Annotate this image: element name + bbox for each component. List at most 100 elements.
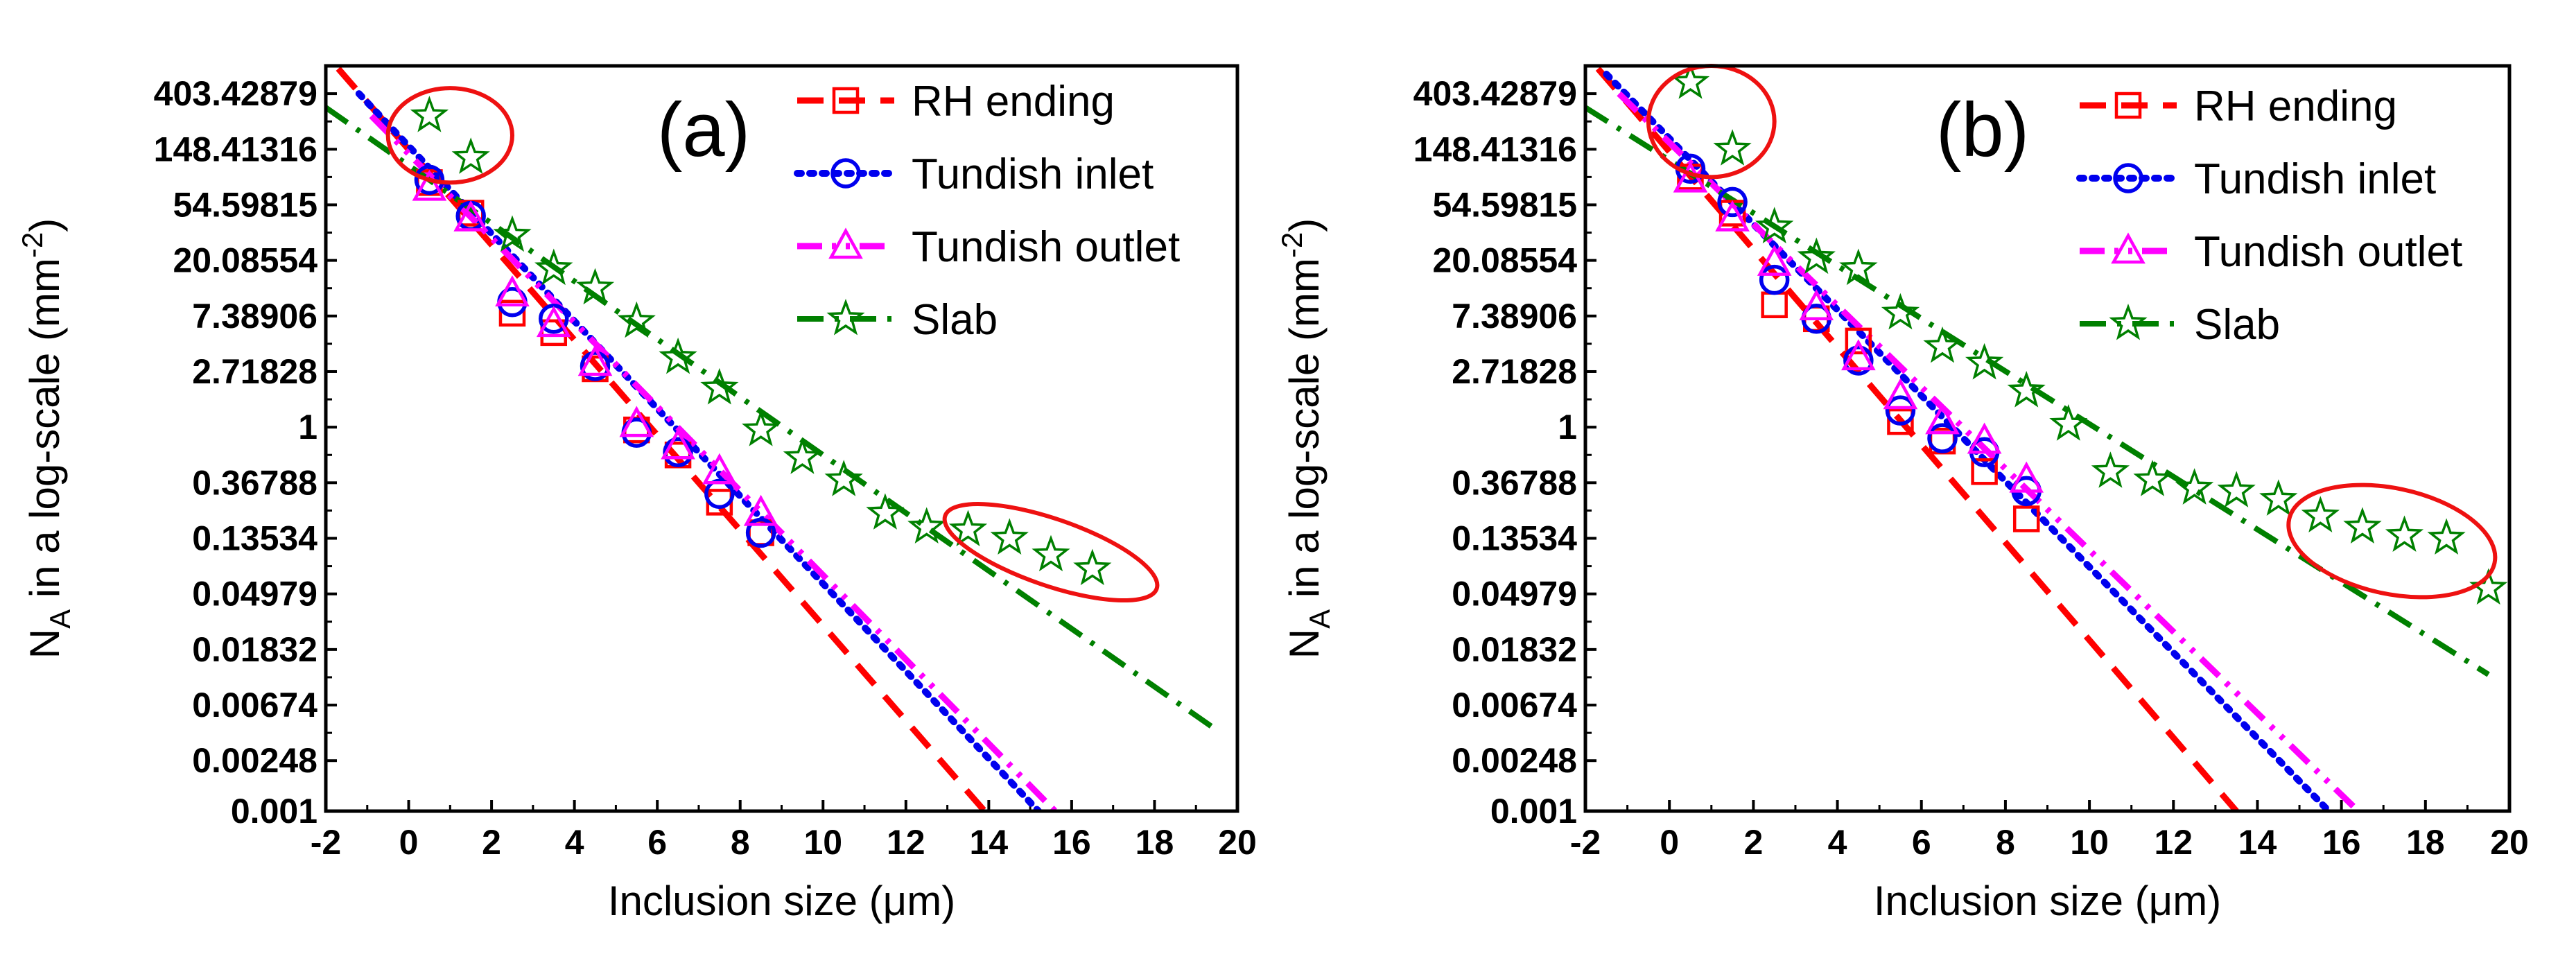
data-point-slab xyxy=(2049,404,2088,441)
data-point-tundish-outlet xyxy=(661,428,695,460)
y-tick-label: 148.41316 xyxy=(154,130,317,168)
x-tick-label: 0 xyxy=(399,823,419,862)
data-point-rh-ending xyxy=(1845,327,1872,355)
y-title-main: N xyxy=(21,629,68,659)
x-tick-label: 6 xyxy=(647,823,667,862)
data-point-tundish-outlet xyxy=(619,406,654,437)
y-tick-label: 0.04979 xyxy=(1452,575,1577,614)
y-tick-label: 0.36788 xyxy=(192,463,317,502)
data-point-slab xyxy=(1923,326,1962,363)
data-point-tundish-outlet xyxy=(1925,403,1960,435)
data-point-slab xyxy=(948,510,988,546)
data-point-slab xyxy=(990,518,1029,555)
y-title-close: ) xyxy=(1281,218,1328,232)
data-point-tundish-outlet xyxy=(1715,200,1750,232)
x-tick-label: -2 xyxy=(1570,823,1601,862)
y-tick-label: 0.001 xyxy=(231,792,317,831)
data-point-slab xyxy=(451,137,490,174)
x-tick-label: 6 xyxy=(1912,823,1931,862)
y-title-rest: in a log-scale (mm xyxy=(1281,258,1328,609)
x-tick-label: 4 xyxy=(1828,823,1847,862)
legend-label-tundish-outlet: Tundish outlet xyxy=(912,223,1180,271)
data-point-slab xyxy=(659,337,697,374)
y-tick-label: 0.13534 xyxy=(192,519,317,558)
data-point-slab xyxy=(617,301,656,338)
y-tick-label: 403.42879 xyxy=(1413,74,1577,113)
legend-label-rh-ending: RH ending xyxy=(912,78,1115,125)
y-title-main: N xyxy=(1281,629,1328,659)
y-tick-label: 0.01832 xyxy=(192,630,317,669)
panel-a: -2 0 2 4 6 8 10 12 14 16 18 20 403.42879 148.41316 54.… xyxy=(16,64,1257,924)
data-point-tundish-outlet xyxy=(1799,289,1834,321)
legend-label-tundish-inlet: Tundish inlet xyxy=(2194,155,2436,203)
data-point-rh-ending xyxy=(1761,291,1788,319)
data-point-slab xyxy=(493,215,532,252)
data-point-slab xyxy=(2007,370,2046,408)
y-axis-title: NA in a log-scale (mm-2) xyxy=(1276,218,1336,659)
data-point-slab xyxy=(1881,293,1920,330)
y-tick-label: 54.59815 xyxy=(173,185,317,224)
plot-area xyxy=(1585,66,2508,811)
x-tick-label: 10 xyxy=(803,823,842,862)
x-tick-label: 20 xyxy=(2490,823,2529,862)
data-point-tundish-outlet xyxy=(743,494,778,526)
data-point-slab xyxy=(2427,518,2466,555)
panel-label: (a) xyxy=(657,87,750,173)
legend-label-slab: Slab xyxy=(912,296,998,344)
y-axis-title: NA in a log-scale (mm-2) xyxy=(16,218,76,659)
legend-label-slab: Slab xyxy=(2194,301,2280,349)
legend-marker-rh-ending xyxy=(2114,92,2142,119)
data-point-tundish-inlet xyxy=(580,351,611,381)
y-tick-label: 54.59815 xyxy=(1432,185,1577,224)
legend-marker-tundish-outlet xyxy=(2111,232,2146,264)
data-point-slab xyxy=(1965,342,2004,380)
y-tick-label: 0.00674 xyxy=(1452,686,1577,724)
y-tick-label: 2.71828 xyxy=(1452,352,1577,391)
x-tick-label: 2 xyxy=(482,823,501,862)
y-tick-label: 7.38906 xyxy=(192,297,317,336)
y-tick-label: 1 xyxy=(1558,408,1577,446)
data-point-tundish-outlet xyxy=(702,453,737,485)
legend-marker-slab xyxy=(2109,303,2148,340)
data-point-slab xyxy=(783,437,822,474)
data-point-slab xyxy=(700,367,739,405)
data-point-rh-ending xyxy=(2012,505,2040,532)
data-point-tundish-inlet xyxy=(745,517,776,548)
y-tick-label: 20.08554 xyxy=(1432,241,1577,280)
data-point-tundish-outlet xyxy=(495,275,530,306)
y-tick-label: 0.00248 xyxy=(192,741,317,780)
data-point-tundish-inlet xyxy=(539,304,569,334)
data-point-slab xyxy=(1839,248,1878,286)
legend-marker-tundish-outlet xyxy=(828,227,863,259)
y-tick-label: 0.36788 xyxy=(1452,463,1577,502)
data-point-slab xyxy=(2133,460,2172,496)
legend-label-tundish-inlet: Tundish inlet xyxy=(912,150,1154,198)
y-title-sup: -2 xyxy=(1276,232,1308,258)
y-tick-label: 0.00248 xyxy=(1452,741,1577,780)
data-point-tundish-inlet xyxy=(1759,264,1790,295)
y-tick-label: 20.08554 xyxy=(173,241,317,280)
x-tick-label: 0 xyxy=(1660,823,1679,862)
data-point-slab xyxy=(2343,507,2382,544)
y-tick-label: 7.38906 xyxy=(1452,297,1577,336)
x-tick-label: 10 xyxy=(2070,823,2109,862)
legend-marker-tundish-inlet xyxy=(2113,163,2143,193)
data-point-tundish-outlet xyxy=(577,345,613,376)
data-point-slab xyxy=(824,460,863,496)
data-point-slab xyxy=(2091,451,2130,488)
x-tick-label: -2 xyxy=(311,823,341,862)
x-tick-label: 16 xyxy=(1052,823,1091,862)
x-tick-label: 8 xyxy=(731,823,750,862)
data-point-tundish-outlet xyxy=(1883,378,1918,410)
data-point-slab xyxy=(410,96,449,132)
legend-marker-slab xyxy=(826,298,865,336)
data-point-slab xyxy=(742,410,781,446)
data-point-slab xyxy=(1671,66,1710,99)
y-title-sup: -2 xyxy=(16,232,49,258)
x-tick-label: 18 xyxy=(1135,823,1174,862)
y-tick-label: 0.04979 xyxy=(192,575,317,614)
y-tick-label: 0.00674 xyxy=(192,686,317,724)
plot-frame xyxy=(1583,64,2512,813)
data-point-slab xyxy=(2175,468,2214,505)
